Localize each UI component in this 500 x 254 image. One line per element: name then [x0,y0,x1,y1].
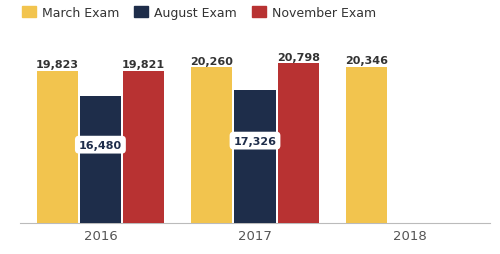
Text: 19,823: 19,823 [36,60,78,70]
Bar [191,68,232,224]
Text: 16,480: 16,480 [79,140,122,150]
Bar [36,71,78,224]
Bar [80,97,121,224]
Bar [123,71,164,224]
Text: 20,346: 20,346 [345,56,388,66]
Bar [234,90,276,224]
Text: 19,821: 19,821 [122,60,165,70]
Text: 20,798: 20,798 [277,53,320,63]
Legend: March Exam, August Exam, November Exam: March Exam, August Exam, November Exam [17,2,381,25]
Bar [278,64,319,224]
Text: 20,260: 20,260 [190,57,233,67]
Bar [346,67,387,224]
Text: 17,326: 17,326 [234,136,276,146]
